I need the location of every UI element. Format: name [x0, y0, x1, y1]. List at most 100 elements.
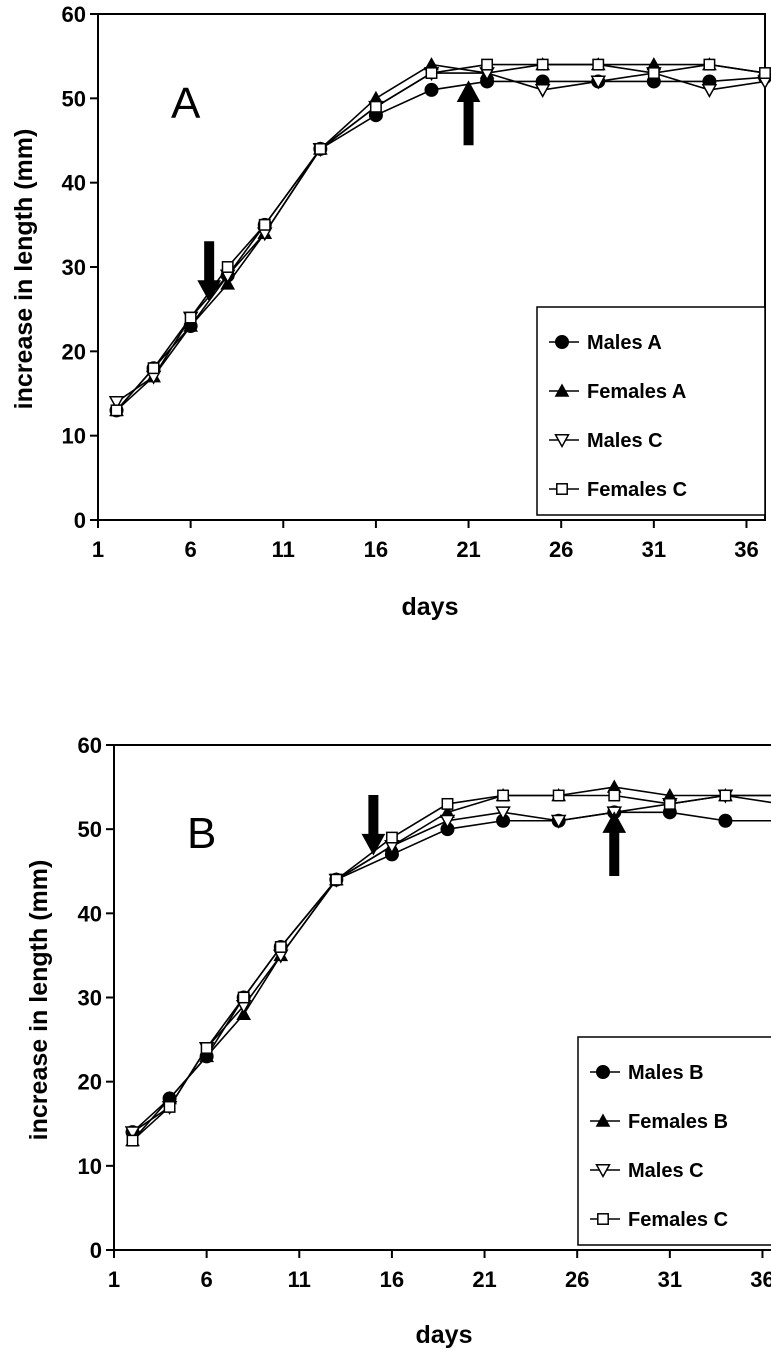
series-line — [131, 794, 771, 1142]
data-point — [647, 67, 660, 79]
legend: Males A Females A Males C Females C — [536, 306, 766, 516]
y-tick-label: 60 — [62, 2, 86, 27]
legend-item: Females C — [549, 479, 687, 501]
y-axis-title: increase in length (mm) — [25, 860, 53, 1141]
data-point — [495, 806, 511, 821]
data-point — [663, 797, 676, 810]
legend-item: Males B — [590, 1062, 704, 1084]
legend-item: Females B — [590, 1111, 728, 1133]
y-tick-label: 60 — [78, 733, 102, 758]
panel-label: B — [187, 809, 216, 858]
x-tick-label: 31 — [658, 1267, 682, 1292]
series-layer — [124, 779, 771, 1147]
data-point — [439, 814, 456, 829]
data-point — [481, 58, 494, 71]
x-tick-label: 36 — [734, 537, 758, 562]
legend-item: Males C — [549, 430, 663, 452]
legend-label: Females A — [587, 381, 686, 403]
arrow-down-icon — [197, 241, 222, 302]
y-tick-label: 30 — [78, 986, 102, 1011]
data-point — [221, 261, 234, 273]
data-point — [703, 58, 716, 71]
x-tick-label: 21 — [472, 1267, 496, 1292]
legend-entries: Males B Females B Males C Females C — [590, 1062, 728, 1231]
series-line — [132, 794, 771, 1133]
legend-label: Females B — [628, 1111, 728, 1133]
x-tick-label: 1 — [108, 1267, 120, 1292]
data-point — [147, 362, 160, 375]
series-females-c — [110, 58, 771, 417]
data-point — [108, 395, 125, 410]
series-line — [115, 63, 766, 411]
legend-marker — [596, 1065, 610, 1079]
series-line — [131, 811, 771, 1133]
legend-marker — [595, 1113, 611, 1127]
data-point — [608, 789, 621, 802]
annotation-layer — [361, 795, 627, 876]
data-point — [163, 1100, 176, 1113]
y-tick-label: 40 — [78, 901, 102, 926]
x-tick-label: 26 — [549, 537, 573, 562]
y-tick-label: 10 — [78, 1154, 102, 1179]
legend-label: Males A — [587, 332, 662, 354]
data-point — [425, 67, 438, 79]
panel-label: A — [171, 79, 201, 128]
legend-marker — [555, 335, 569, 349]
data-point — [497, 789, 510, 802]
x-axis-title: days — [416, 1321, 473, 1349]
y-tick-label: 30 — [62, 255, 86, 280]
data-point — [718, 813, 733, 828]
x-tick-label: 6 — [201, 1267, 213, 1292]
x-tick-label: 36 — [750, 1267, 771, 1292]
data-point — [701, 83, 718, 98]
data-point — [534, 83, 551, 98]
data-point — [441, 797, 454, 810]
series-females-c — [126, 789, 771, 1147]
data-point — [590, 75, 607, 90]
legend-label: Females C — [628, 1209, 728, 1231]
y-tick-label: 50 — [62, 86, 86, 111]
x-tick-label: 11 — [288, 1267, 311, 1292]
data-point — [759, 67, 771, 79]
data-point — [314, 142, 327, 155]
data-point — [424, 82, 439, 97]
data-point — [237, 991, 250, 1004]
x-tick-label: 11 — [272, 537, 295, 562]
x-tick-label: 31 — [642, 537, 666, 562]
legend-label: Males B — [628, 1062, 704, 1084]
legend-marker — [597, 1213, 609, 1225]
y-tick-label: 40 — [62, 171, 86, 196]
legend: Males B Females B Males C Females C — [577, 1036, 771, 1246]
arrow-up-icon — [456, 80, 481, 146]
y-tick-label: 20 — [78, 1070, 102, 1095]
legend-label: Males C — [628, 1160, 704, 1182]
legend-item: Males A — [549, 332, 662, 354]
y-tick-label: 50 — [78, 817, 102, 842]
data-point — [184, 311, 197, 324]
x-tick-label: 21 — [456, 537, 480, 562]
x-tick-label: 1 — [92, 537, 104, 562]
arrow-down-icon — [361, 795, 386, 856]
y-tick-label: 0 — [90, 1238, 102, 1263]
legend-marker — [554, 383, 570, 397]
legend-entries: Males A Females A Males C Females C — [549, 332, 687, 501]
legend-label: Females C — [587, 479, 687, 501]
y-tick-label: 0 — [74, 508, 86, 533]
data-point — [330, 873, 343, 886]
y-tick-label: 20 — [62, 339, 86, 364]
legend-item: Females C — [590, 1209, 728, 1231]
legend-marker — [556, 483, 568, 495]
legend-item: Males C — [590, 1160, 704, 1182]
y-tick-label: 10 — [62, 424, 86, 449]
annotation-layer — [197, 80, 481, 302]
arrow-up-icon — [602, 811, 627, 876]
y-axis: 0 10 20 30 40 50 60 — [78, 733, 114, 1263]
data-point — [110, 404, 123, 417]
data-point — [274, 941, 287, 953]
series-line — [115, 76, 766, 411]
data-point — [369, 100, 382, 113]
legend-marker — [595, 1164, 611, 1179]
